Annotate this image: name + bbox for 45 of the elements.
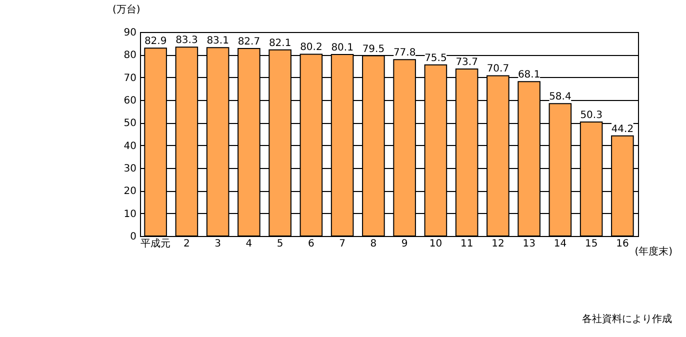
data-label: 80.2 (300, 42, 322, 54)
x-axis-title: (年度末) (634, 246, 673, 258)
y-tick-label: 60 (124, 96, 136, 106)
y-tick-label: 20 (124, 186, 136, 198)
data-label: 82.9 (144, 36, 167, 48)
x-tick-label: 11 (460, 238, 474, 250)
data-label: 70.7 (486, 64, 510, 75)
data-label: 73.7 (456, 56, 478, 68)
x-tick-label: 8 (370, 238, 377, 250)
data-label: 83.3 (176, 35, 198, 46)
data-label: 58.4 (549, 92, 572, 103)
x-tick-label: 14 (554, 238, 567, 250)
data-label: 83.1 (206, 36, 229, 47)
x-tick-label: 2 (184, 238, 190, 250)
x-tick-label: 9 (401, 238, 408, 250)
y-tick-label: 30 (124, 164, 136, 174)
y-tick-label: 10 (124, 208, 136, 220)
y-axis-title: (万台) (112, 4, 140, 16)
data-label: 80.1 (331, 42, 354, 54)
x-tick-label: 13 (522, 238, 536, 250)
x-tick-label: 4 (246, 238, 252, 250)
data-label: 82.7 (238, 36, 260, 48)
x-tick-label: 5 (276, 238, 284, 250)
y-tick-label: 80 (124, 50, 136, 62)
y-tick-label: 0 (130, 232, 136, 242)
y-tick-label: 90 (124, 28, 136, 38)
x-tick-label: 7 (339, 238, 346, 250)
data-label: 44.2 (611, 124, 634, 135)
y-tick-label: 40 (124, 140, 136, 152)
y-tick-label: 50 (124, 118, 136, 130)
x-tick-label: 6 (308, 238, 314, 250)
data-label: 79.5 (362, 44, 385, 55)
x-tick-label: 3 (214, 238, 221, 250)
text: 各社資料により作成 (582, 312, 672, 326)
y-tick-label: 70 (124, 72, 136, 84)
data-label: 82.1 (268, 38, 292, 49)
x-tick-label: 16 (616, 238, 629, 250)
x-tick-label: 10 (429, 238, 442, 250)
x-tick-label: 15 (584, 238, 598, 250)
data-label: 50.3 (580, 110, 602, 121)
x-tick-label: 12 (492, 238, 504, 250)
data-label: 77.8 (393, 48, 416, 59)
data-label: 68.1 (518, 70, 540, 81)
data-label: 75.5 (424, 52, 447, 64)
x-tick-label: 平成元 (140, 238, 171, 250)
